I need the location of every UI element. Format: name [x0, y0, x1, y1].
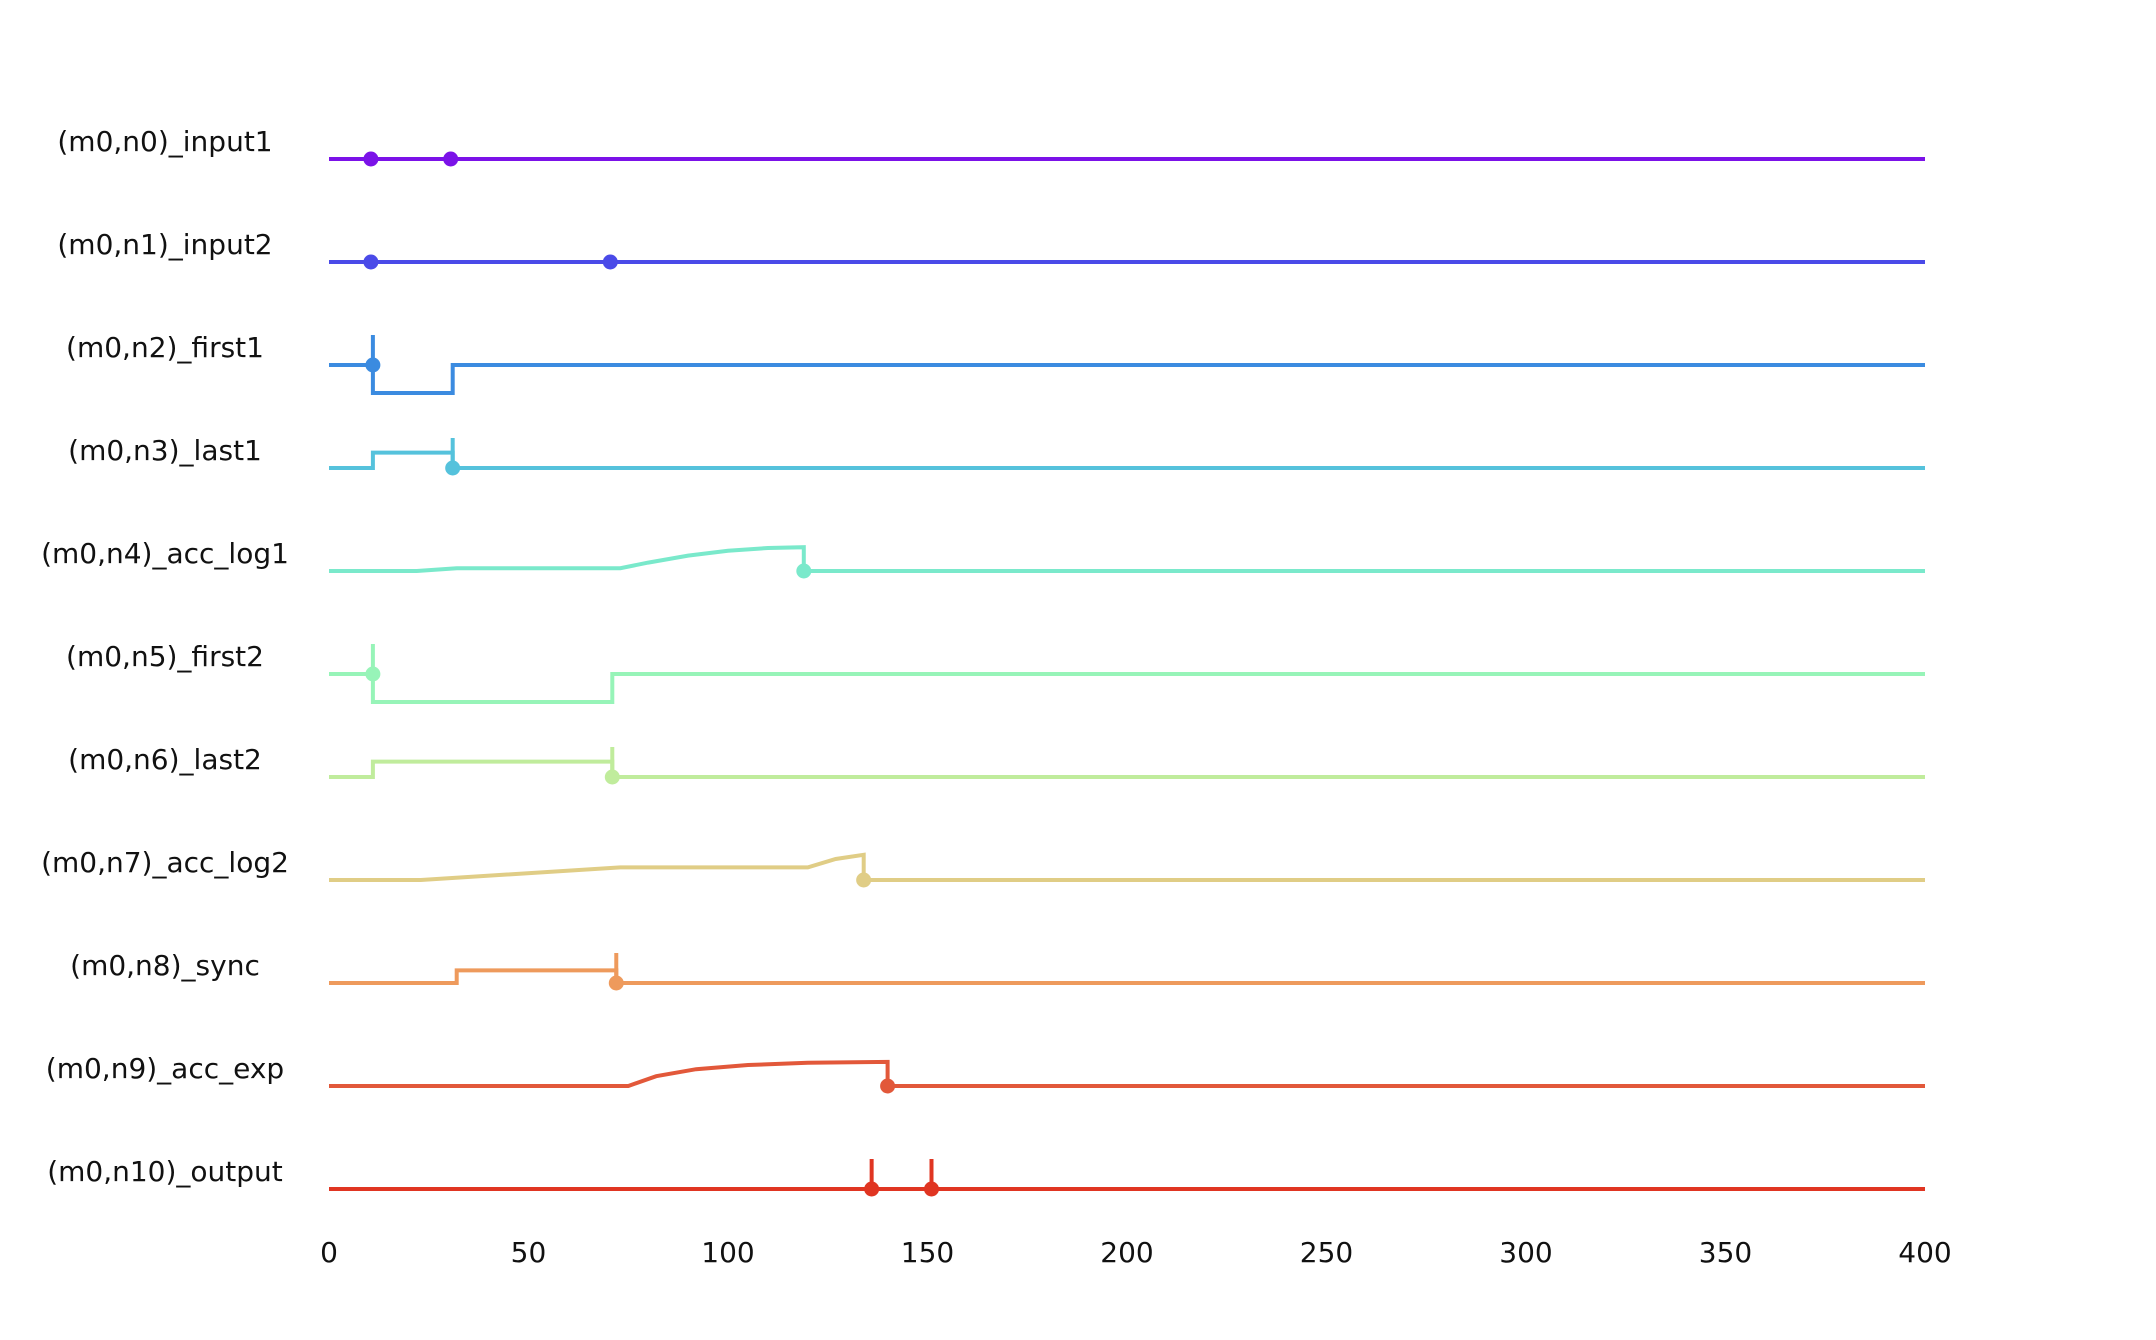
- trace-line: [329, 968, 1925, 985]
- x-axis: 0 50 100 150 200 250 300 350 400: [320, 1236, 1952, 1269]
- x-tick-label: 50: [511, 1236, 547, 1269]
- event-point: [363, 254, 379, 270]
- row-label: (m0,n1)_input2: [57, 228, 272, 261]
- x-tick-label: 300: [1499, 1236, 1552, 1269]
- x-tick-label: 0: [320, 1236, 338, 1269]
- event-point: [443, 151, 459, 167]
- row-label: (m0,n3)_last1: [68, 434, 262, 467]
- event-point: [363, 151, 379, 167]
- trace-row: (m0,n0)_input1: [57, 125, 1925, 167]
- event-point: [880, 1078, 896, 1094]
- trace-line: [329, 852, 1925, 882]
- trace-rows: (m0,n0)_input1 (m0,n1)_input2 (m0,n2)_firs…: [41, 125, 1925, 1197]
- x-tick-label: 400: [1898, 1236, 1951, 1269]
- event-point: [923, 1181, 939, 1197]
- trace-line: [329, 759, 1925, 779]
- row-label: (m0,n4)_acc_log1: [41, 537, 289, 570]
- trace-row: (m0,n5)_first2: [66, 640, 1925, 704]
- trace-row: (m0,n2)_first1: [66, 331, 1925, 395]
- event-point: [796, 563, 812, 579]
- x-tick-label: 150: [901, 1236, 954, 1269]
- trace-line: [329, 450, 1925, 470]
- trace-line: [329, 1059, 1925, 1088]
- row-label: (m0,n0)_input1: [57, 125, 272, 158]
- x-tick-label: 250: [1300, 1236, 1353, 1269]
- trace-row: (m0,n9)_acc_exp: [46, 1052, 1925, 1094]
- trace-line: [329, 672, 1925, 704]
- row-label: (m0,n2)_first1: [66, 331, 264, 364]
- event-point: [604, 769, 620, 785]
- event-point: [365, 666, 381, 682]
- event-point: [856, 872, 872, 888]
- trace-row: (m0,n8)_sync: [70, 949, 1925, 991]
- trace-row: (m0,n1)_input2: [57, 228, 1925, 270]
- row-label: (m0,n5)_first2: [66, 640, 264, 673]
- row-label: (m0,n8)_sync: [70, 949, 260, 982]
- trace-line: [329, 363, 1925, 395]
- trace-row: (m0,n6)_last2: [68, 743, 1925, 785]
- row-label: (m0,n6)_last2: [68, 743, 262, 776]
- x-tick-label: 200: [1100, 1236, 1153, 1269]
- row-label: (m0,n10)_output: [47, 1155, 283, 1188]
- trace-row: (m0,n3)_last1: [68, 434, 1925, 476]
- event-point: [608, 975, 624, 991]
- row-label: (m0,n7)_acc_log2: [41, 846, 289, 879]
- x-tick-label: 350: [1699, 1236, 1752, 1269]
- trace-row: (m0,n10)_output: [47, 1155, 1925, 1197]
- row-label: (m0,n9)_acc_exp: [46, 1052, 284, 1085]
- trace-row: (m0,n7)_acc_log2: [41, 846, 1925, 888]
- event-point: [445, 460, 461, 476]
- trace-line: [329, 545, 1925, 573]
- event-point: [602, 254, 618, 270]
- event-point: [864, 1181, 880, 1197]
- trace-row: (m0,n4)_acc_log1: [41, 537, 1925, 579]
- x-tick-label: 100: [701, 1236, 754, 1269]
- event-point: [365, 357, 381, 373]
